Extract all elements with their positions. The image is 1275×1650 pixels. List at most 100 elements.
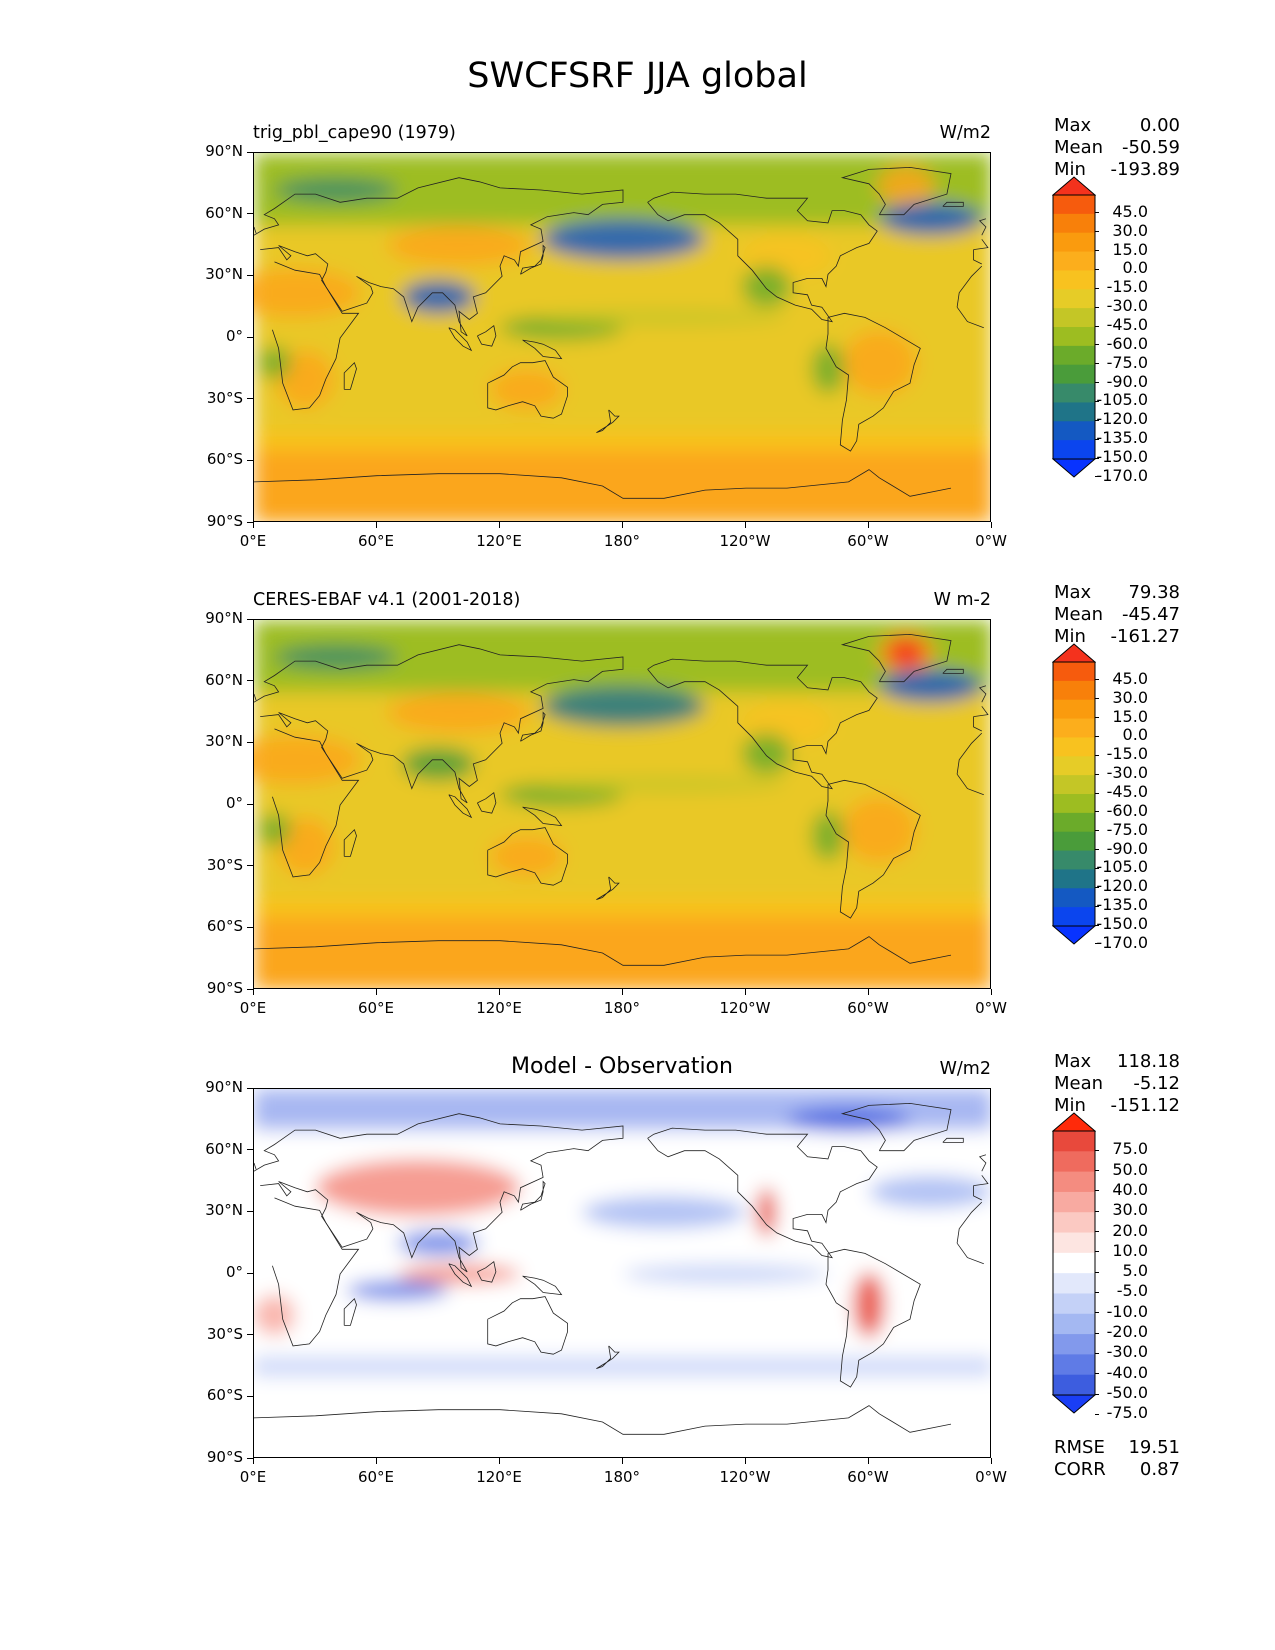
panel-1-ytick-label: 90°N	[205, 142, 243, 160]
panel-2-colorbar-tick	[1095, 849, 1099, 851]
panel-1-stat-row: Min -193.89	[1054, 159, 1180, 181]
field-amazon	[842, 796, 917, 863]
stat-label: CORR	[1054, 1459, 1106, 1480]
field-ca-stratus	[741, 266, 792, 308]
coastline-6	[254, 469, 952, 499]
panel-2-colorbar-tick	[1095, 830, 1099, 832]
panel-3-extra-stats: RMSE 19.51 CORR 0.87	[1054, 1437, 1180, 1481]
panel-1-colorbar-tick	[1095, 476, 1099, 478]
field-na	[741, 702, 833, 744]
coastline-12	[596, 876, 620, 900]
field-peru-stratus	[811, 811, 845, 861]
stat-label: Max	[1054, 115, 1092, 136]
field-southern-ocean	[254, 451, 990, 521]
stat-value: -193.89	[1110, 159, 1180, 180]
panel-3-center-title: Model - Observation	[511, 1054, 733, 1079]
panel-3-colorbar-tick	[1095, 1413, 1099, 1415]
panel-3-stat-row: Max 118.18	[1054, 1051, 1180, 1073]
colorbar-segment	[1053, 756, 1095, 776]
panel-2-ytick-mark	[247, 741, 253, 743]
panel-1-ytick-mark	[247, 213, 253, 215]
coastline-7	[343, 361, 357, 390]
coastline-2	[647, 658, 878, 790]
colorbar-segment	[1053, 345, 1095, 366]
figure-title: SWCFSRF JJA global	[467, 56, 808, 96]
panel-1-xtick-label: 180°	[603, 532, 641, 550]
field-ca-stratus	[741, 733, 792, 775]
field-namibia-stratus	[258, 813, 291, 847]
panel-1-colorbar-tick	[1095, 325, 1099, 327]
panel-2-ytick-mark	[247, 680, 253, 682]
field-asia	[387, 224, 531, 267]
panel-3-colorbar-tick	[1095, 1291, 1099, 1293]
panel-2-ytick-mark	[247, 926, 253, 928]
panel-2-colorbar-tick	[1095, 811, 1099, 813]
panel-2-xtick-label: 180°	[603, 999, 641, 1017]
panel-2-colorbar-label: -45.0	[1106, 782, 1148, 801]
panel-2-colorbar-label: -135.0	[1096, 895, 1148, 915]
panel-1-colorbar-label: -120.0	[1096, 409, 1148, 429]
panel-3-xtick-label: 180°	[603, 1468, 641, 1486]
field-indo-pos	[397, 1263, 521, 1285]
panel-3-stat-row: Min -151.12	[1054, 1095, 1180, 1117]
field-south-africa	[276, 350, 334, 408]
panel-2-xtick-mark	[990, 989, 992, 995]
panel-2-left-title: CERES-EBAF v4.1 (2001-2018)	[253, 590, 521, 610]
stat-label: Mean	[1054, 1073, 1104, 1094]
panel-2-ytick-mark	[247, 988, 253, 990]
coastline-0	[272, 1197, 984, 1347]
panel-3-ytick-mark	[247, 1334, 253, 1336]
panel-1-colorbar-tick	[1095, 268, 1099, 270]
colorbar-segment	[1053, 383, 1095, 403]
field-south-africa	[276, 817, 334, 875]
panel-1-colorbar-label: 15.0	[1112, 239, 1148, 259]
panel-3-colorbar-label: 20.0	[1112, 1220, 1148, 1240]
panel-1-colorbar-tick	[1095, 306, 1099, 308]
panel-1-colorbar-tick	[1095, 438, 1099, 440]
panel-1-colorbar-tick	[1095, 457, 1099, 459]
colorbar-segment	[1053, 794, 1095, 814]
stat-value: -45.47	[1121, 604, 1180, 625]
field-andes-pos	[852, 1271, 886, 1338]
panel-3-map	[253, 1088, 991, 1458]
colorbar-segment	[1053, 421, 1095, 441]
colorbar-segment	[1053, 270, 1095, 290]
panel-3-colorbar-tick	[1095, 1190, 1099, 1192]
coastline-2	[647, 1127, 878, 1259]
panel-3-colorbar-wrap	[1051, 1112, 1097, 1418]
panel-2-colorbar-label: 30.0	[1112, 687, 1148, 707]
field-itcz	[541, 776, 787, 793]
panel-1-colorbar-tick	[1095, 250, 1099, 252]
field-natl-neg	[869, 1175, 990, 1209]
panel-1-colorbar-label: -60.0	[1106, 333, 1148, 353]
panel-1-xtick-label: 60°E	[357, 532, 395, 550]
colorbar-segment	[1053, 327, 1095, 347]
colorbar-segment	[1053, 308, 1095, 328]
panel-3-ytick-label: 90°N	[205, 1078, 243, 1096]
panel-2-colorbar-label: -105.0	[1096, 857, 1148, 877]
panel-1-colorbar-label: 45.0	[1112, 201, 1148, 221]
stat-value: 0.87	[1139, 1459, 1180, 1480]
panel-2-xtick-label: 0°E	[239, 999, 267, 1017]
stat-value: -50.59	[1121, 137, 1180, 158]
panel-1-stat-row: Max 0.00	[1054, 115, 1180, 137]
panel-3-ytick-label: 0°	[225, 1263, 243, 1281]
panel-3-ytick-label: 30°N	[205, 1201, 243, 1220]
colorbar-segment	[1053, 1212, 1095, 1234]
colorbar-extend-top	[1051, 643, 1097, 663]
colorbar-segment	[1053, 850, 1095, 870]
panel-1-colorbar-tick	[1095, 212, 1099, 214]
colorbar-frame	[1052, 194, 1096, 460]
colorbar-segment	[1053, 831, 1095, 852]
panel-2-colorbar-label: -15.0	[1106, 744, 1148, 764]
panel-1-ytick-mark	[247, 521, 253, 523]
panel-2-colorbar-label: -150.0	[1096, 914, 1148, 933]
field-so-band	[254, 1356, 990, 1377]
panel-1-colorbar-label: 30.0	[1112, 220, 1148, 240]
panel-1-colorbar-tick	[1095, 400, 1099, 402]
panel-1-units: W/m2	[939, 123, 991, 143]
panel-3-colorbar-label: -30.0	[1106, 1342, 1148, 1362]
panel-3-ytick-label: 60°N	[205, 1139, 243, 1158]
stat-value: 118.18	[1117, 1051, 1180, 1072]
panel-3-xtick-mark	[498, 1458, 500, 1464]
